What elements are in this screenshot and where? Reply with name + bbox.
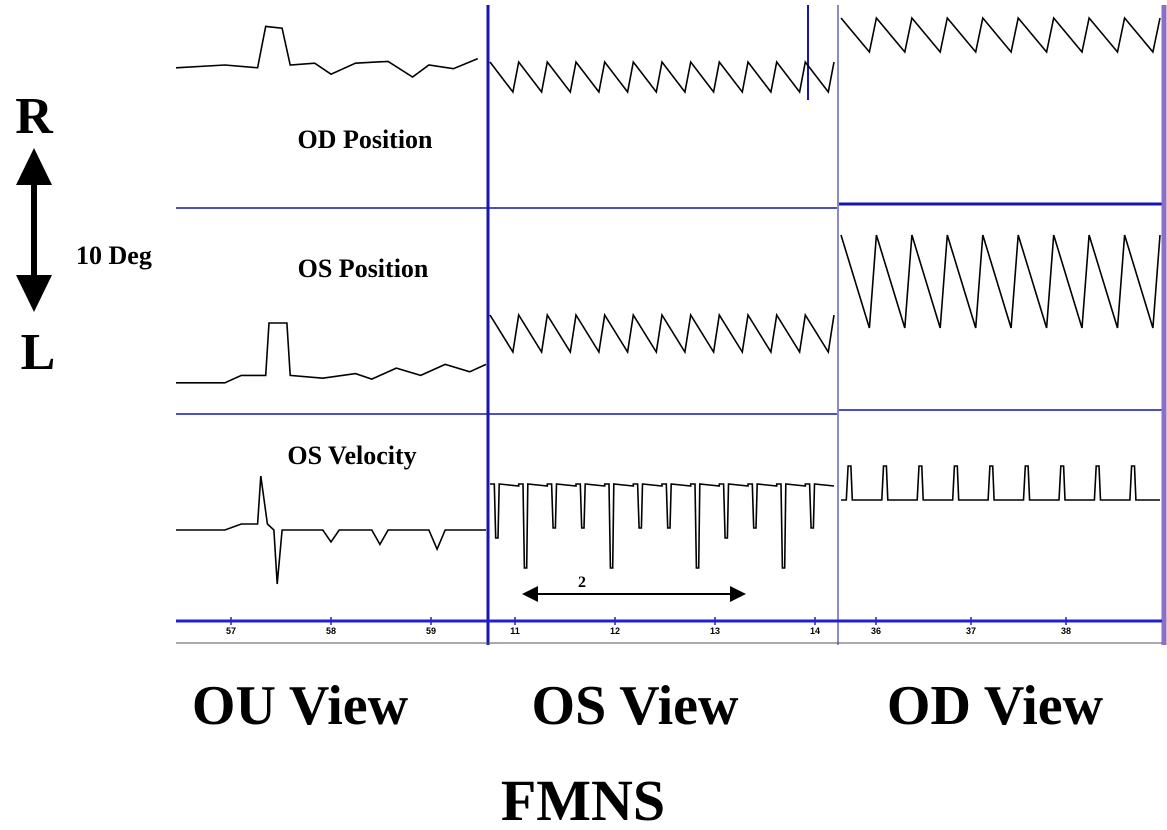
x-axis-ticks: 57 58 59 11 12 13 14 36 37 38 [226, 617, 1071, 636]
figure-title: FMNS [501, 768, 665, 830]
x-tick-label: 36 [871, 626, 881, 636]
os-os-velocity-trace [490, 483, 835, 569]
x-tick-label: 13 [710, 626, 720, 636]
od-od-position-trace [840, 16, 1161, 54]
ou-os-position-trace [176, 322, 487, 384]
od-os-velocity-trace [841, 465, 1160, 501]
x-tick-label: 38 [1061, 626, 1071, 636]
eye-movement-traces [175, 16, 1161, 585]
x-tick-label: 37 [966, 626, 976, 636]
x-tick-label: 14 [810, 626, 820, 636]
scale-arrow-up-head [16, 148, 52, 185]
row-label-os-position: OS Position [298, 254, 429, 283]
plot-frame [176, 5, 1167, 645]
scale-down-label: L [21, 324, 56, 381]
panel-title-os: OS View [532, 675, 739, 737]
os-os-position-trace [489, 312, 835, 355]
x-tick-label: 12 [610, 626, 620, 636]
x-tick-label: 11 [510, 626, 520, 636]
panel-title-ou: OU View [192, 675, 409, 737]
x-tick-label: 59 [426, 626, 436, 636]
row-label-os-velocity: OS Velocity [287, 441, 416, 470]
os-od-position-trace [489, 60, 835, 94]
panel-title-od: OD View [887, 675, 1104, 737]
row-label-od-position: OD Position [297, 125, 433, 154]
ou-os-velocity-trace [176, 475, 486, 585]
scale-magnitude-label: 10 Deg [76, 241, 152, 270]
scale-indicator: R L 10 Deg [15, 88, 152, 381]
x-tick-label: 58 [326, 626, 336, 636]
x-tick-label: 57 [226, 626, 236, 636]
time-marker: 2 [522, 574, 746, 602]
ou-od-position-trace [175, 25, 479, 78]
scale-up-label: R [15, 88, 54, 145]
time-marker-label: 2 [578, 574, 586, 591]
od-os-position-trace [840, 234, 1161, 329]
scale-arrow-down-head [16, 275, 52, 312]
